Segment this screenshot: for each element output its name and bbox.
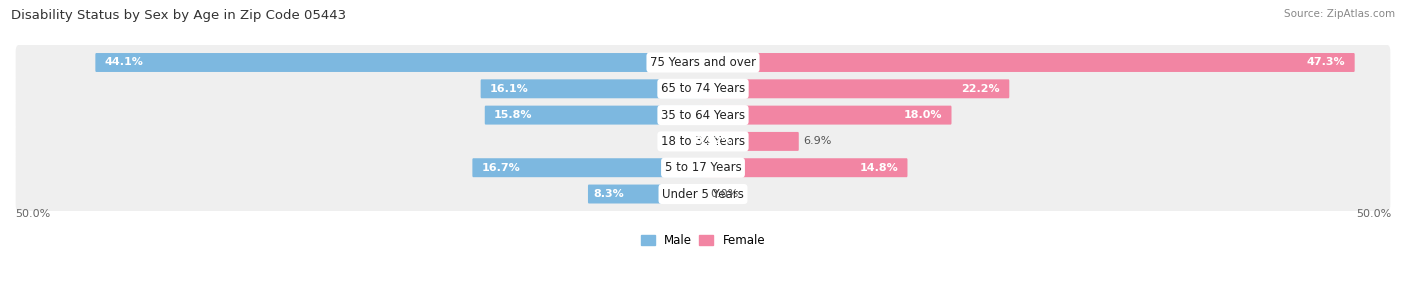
FancyBboxPatch shape (689, 132, 704, 151)
FancyBboxPatch shape (15, 176, 1391, 212)
FancyBboxPatch shape (472, 158, 704, 177)
FancyBboxPatch shape (702, 132, 799, 151)
Text: 65 to 74 Years: 65 to 74 Years (661, 82, 745, 95)
Text: Source: ZipAtlas.com: Source: ZipAtlas.com (1284, 9, 1395, 19)
Text: 50.0%: 50.0% (1355, 209, 1391, 219)
FancyBboxPatch shape (702, 158, 907, 177)
FancyBboxPatch shape (481, 79, 704, 98)
FancyBboxPatch shape (702, 79, 1010, 98)
Text: 6.9%: 6.9% (803, 136, 832, 147)
Text: 44.1%: 44.1% (104, 57, 143, 67)
Text: 22.2%: 22.2% (962, 84, 1000, 94)
Text: 5 to 17 Years: 5 to 17 Years (665, 161, 741, 174)
Text: 16.7%: 16.7% (481, 163, 520, 173)
Text: 15.8%: 15.8% (494, 110, 533, 120)
FancyBboxPatch shape (15, 71, 1391, 106)
FancyBboxPatch shape (702, 105, 952, 125)
Text: 0.92%: 0.92% (695, 136, 733, 147)
FancyBboxPatch shape (15, 45, 1391, 80)
Legend: Male, Female: Male, Female (636, 229, 770, 252)
Text: 35 to 64 Years: 35 to 64 Years (661, 109, 745, 122)
Text: 0.0%: 0.0% (710, 189, 738, 199)
Text: 14.8%: 14.8% (859, 163, 898, 173)
Text: 47.3%: 47.3% (1308, 57, 1346, 67)
Text: 18.0%: 18.0% (904, 110, 942, 120)
FancyBboxPatch shape (702, 53, 1354, 72)
FancyBboxPatch shape (588, 185, 704, 203)
Text: 8.3%: 8.3% (593, 189, 624, 199)
FancyBboxPatch shape (15, 98, 1391, 133)
FancyBboxPatch shape (15, 124, 1391, 159)
Text: 16.1%: 16.1% (489, 84, 529, 94)
FancyBboxPatch shape (15, 150, 1391, 185)
Text: 50.0%: 50.0% (15, 209, 51, 219)
Text: Under 5 Years: Under 5 Years (662, 188, 744, 201)
FancyBboxPatch shape (485, 105, 704, 125)
FancyBboxPatch shape (96, 53, 704, 72)
Text: 75 Years and over: 75 Years and over (650, 56, 756, 69)
Text: Disability Status by Sex by Age in Zip Code 05443: Disability Status by Sex by Age in Zip C… (11, 9, 346, 22)
Text: 18 to 34 Years: 18 to 34 Years (661, 135, 745, 148)
